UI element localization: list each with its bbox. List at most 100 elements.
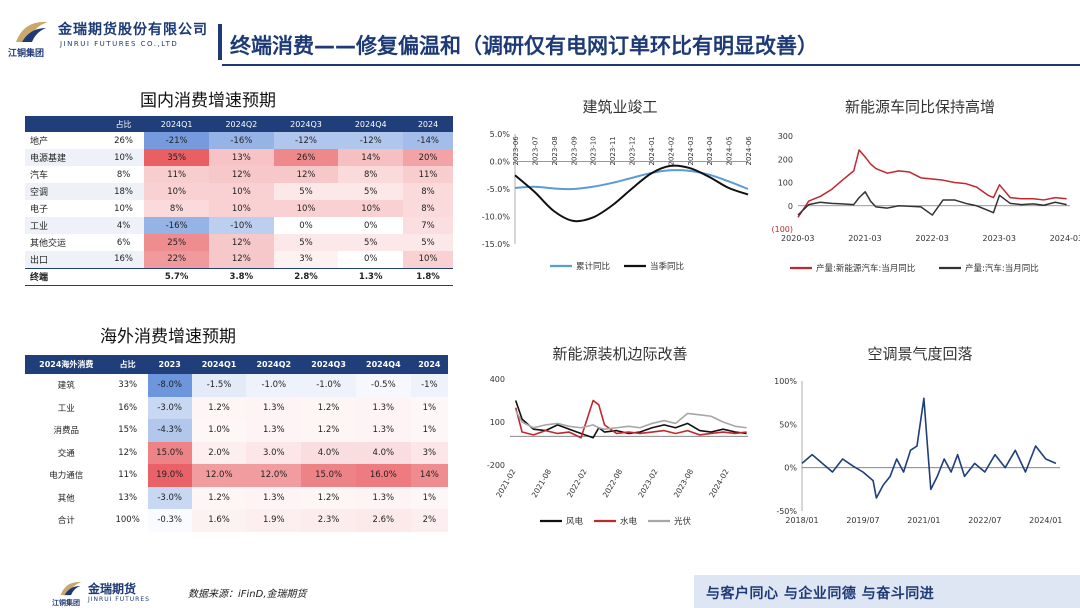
header: 江铜集团 金瑞期货股份有限公司 JINRUI FUTURES CO.,LTD 终… (0, 0, 1080, 72)
value-cell: 22% (144, 251, 209, 268)
value-cell: -1% (410, 374, 448, 397)
value-cell: 2.8% (273, 267, 339, 286)
chart-construction-completion: 建筑业竣工 5.0% 0.0% -5.0% -10.0% -15.0% 2023-06 20… (470, 90, 770, 290)
value-cell: 15.0% (301, 464, 356, 487)
footer-logo-group: 江铜集团 (52, 599, 80, 607)
value-cell: -0.3% (147, 509, 192, 532)
value-cell: 10% (403, 251, 453, 268)
value-cell: -14% (403, 132, 453, 149)
column-header: 2023 (147, 355, 192, 374)
x-tick-label: 2024-05 (726, 136, 734, 165)
value-cell: 26% (273, 149, 339, 166)
share-cell: 4% (102, 217, 145, 234)
value-cell: 8% (403, 200, 453, 217)
table-row: 其他交运 6% 25% 12% 5% 5% 5% (25, 234, 453, 251)
row-label: 其他交运 (30, 239, 67, 249)
share-cell: 10% (102, 149, 145, 166)
y-tick-label: -10.0% (482, 213, 511, 222)
x-tick-label: 2024-04 (706, 136, 714, 166)
overseas-growth-table: 2024海外消费 占比 2023 2024Q1 2024Q2 2024Q3 2024Q4 20… (25, 355, 448, 532)
share-cell: 15% (118, 425, 138, 436)
value-cell: -16% (208, 132, 274, 149)
x-tick-label: 2023-08 (551, 136, 559, 165)
row-label: 工业 (25, 217, 103, 234)
table-row: 电子 10% 8% 10% 10% 10% 8% (25, 200, 453, 217)
value-cell: 14% (338, 149, 404, 166)
value-cell: 12% (273, 166, 339, 183)
x-tick-label: 2023-07 (531, 136, 539, 165)
value-cell: -4.3% (147, 419, 192, 442)
x-tick-label: 2021-02 (494, 467, 518, 499)
share-cell: 8% (116, 169, 131, 180)
row-label: 消费品 (53, 426, 80, 437)
x-tick-label: 2023-02 (636, 467, 660, 499)
value-cell: -3.0% (147, 396, 192, 419)
value-cell: -10% (208, 217, 274, 234)
value-cell: 5% (273, 183, 339, 200)
legend-label: 水电 (620, 516, 638, 527)
share-cell: 13% (118, 492, 138, 503)
value-cell: 3% (273, 251, 339, 268)
value-cell: 10% (208, 183, 274, 200)
share-cell (102, 267, 145, 286)
table-row: 建筑 33% -8.0% -1.5% -1.0% -1.0% -0.5% -1% (25, 374, 448, 397)
y-tick-label: 50% (779, 420, 797, 429)
value-cell: 1.3% (355, 396, 411, 419)
legend-label: 光伏 (674, 516, 692, 527)
value-cell: 12.0% (246, 464, 302, 487)
value-cell: 4.0% (301, 441, 356, 464)
column-header (25, 116, 103, 132)
logo-company-name: 金瑞期货股份有限公司 (58, 22, 208, 38)
x-tick-label: 2023-08 (672, 467, 696, 499)
series-line-产量:新能源汽车:当月同比 (797, 149, 1067, 218)
column-header: 2024海外消费 (25, 355, 108, 374)
x-tick-label: 2023-10 (590, 136, 598, 165)
x-tick-label: 2021-08 (530, 467, 554, 499)
series-line-空调 (801, 397, 1057, 499)
value-cell: 5.7% (144, 267, 209, 286)
share-cell: 16% (102, 251, 145, 268)
value-cell: -8.0% (147, 374, 192, 397)
y-tick-label: -5.0% (487, 185, 511, 194)
data-source: 数据来源：iFinD,金瑞期货 (188, 589, 307, 600)
column-header: 2024Q4 (355, 355, 411, 374)
value-cell: 11% (144, 166, 209, 183)
share-cell: 6% (116, 237, 131, 248)
row-label: 电子 (30, 205, 49, 215)
chart-new-energy-install: 新能源装机边际改善 400 100 -200 2021-02 2021-08 2022-0… (470, 335, 770, 535)
x-tick-label: 2023-03 (983, 234, 1016, 243)
value-cell: 7% (403, 217, 453, 234)
value-cell: 12.0% (191, 464, 247, 487)
y-tick-label: 0.0% (490, 158, 511, 167)
x-tick-label: 2024/01 (1029, 516, 1062, 525)
slogan-text: 与客户同心 与企业同德 与奋斗同进 (706, 586, 935, 602)
row-label: 工业 (57, 403, 75, 414)
value-cell: -12% (273, 132, 339, 149)
chart-title: 空调景气度回落 (867, 345, 973, 363)
column-header: 占比 (102, 116, 145, 132)
value-cell: 20% (403, 149, 453, 166)
value-cell: 25% (144, 234, 209, 251)
legend-label: 累计同比 (576, 261, 610, 272)
column-header: 2024 (410, 355, 448, 374)
table-row: 交通 12% 15.0% 2.0% 3.0% 4.0% 4.0% 3% (25, 441, 448, 464)
value-cell: 1% (410, 396, 448, 419)
table-row: 终端 5.7% 3.8% 2.8% 1.3% 1.8% (25, 267, 453, 286)
chart-air-conditioner: 空调景气度回落 100% 50% 0% -50% 2018/01 2019/07 2021/… (760, 335, 1080, 535)
footer-logo-mark-icon (60, 582, 82, 596)
row-label: 电力通信 (49, 471, 84, 482)
x-tick-label: 2020-03 (781, 234, 814, 243)
series-line-累计同比 (514, 169, 749, 191)
value-cell: 12% (208, 234, 274, 251)
x-tick-label: 2024-01 (648, 136, 656, 165)
legend-label: 产量:汽车:当月同比 (965, 263, 1039, 274)
x-tick-label: 2022-08 (601, 467, 625, 499)
value-cell: -1.0% (246, 374, 302, 397)
row-label: 交通 (57, 448, 75, 459)
share-cell: 18% (102, 183, 145, 200)
value-cell: 5% (273, 234, 339, 251)
table-row: 消费品 15% -4.3% 1.0% 1.3% 1.2% 1.3% 1% (25, 419, 448, 442)
value-cell: -0.5% (355, 374, 411, 397)
value-cell: -21% (144, 132, 209, 149)
